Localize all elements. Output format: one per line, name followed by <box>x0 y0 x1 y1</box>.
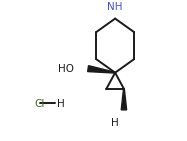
Text: Cl: Cl <box>34 99 44 109</box>
Text: H: H <box>111 118 119 128</box>
Polygon shape <box>121 89 127 110</box>
Text: NH: NH <box>107 2 123 12</box>
Text: HO: HO <box>58 64 74 74</box>
Polygon shape <box>88 66 115 73</box>
Text: H: H <box>57 99 65 109</box>
